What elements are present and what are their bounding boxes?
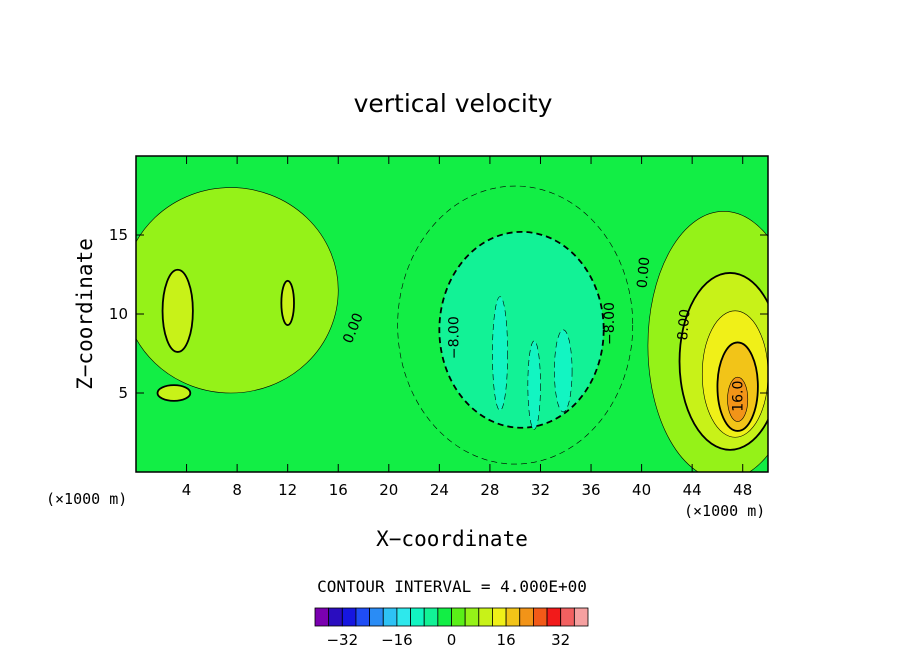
x-tick-label: 8 [232,481,242,499]
colorbar-swatch [464,607,480,627]
field-region-west-cell-b [280,279,295,326]
contour-label: 16.0 [731,381,747,412]
colorbar-tick-label: 0 [447,631,457,649]
colorbar-swatch [451,607,466,627]
colorbar-swatch [314,607,330,627]
x-axis-title: X−coordinate [376,527,528,551]
colorbar-swatch [410,607,425,627]
field-region-central-streak-a [492,296,508,411]
colorbar-swatch [478,607,493,627]
contour-label: −8.00 [446,316,462,359]
y-axis-title: Z−coordinate [73,238,97,390]
field-region-west-updraft [136,187,339,394]
colorbar-swatch [369,607,384,627]
chart-title: vertical velocity [354,89,553,118]
colorbar-tick-label: 32 [551,631,570,649]
colorbar-tick-label: 16 [497,631,516,649]
y-tick-label: 15 [109,226,128,244]
colorbar-swatch [492,607,507,627]
colorbar-swatch [328,607,343,627]
colorbar-swatch [341,607,357,627]
x-tick-label: 4 [182,481,192,499]
field-region-central-streak-b [527,340,541,430]
y-tick-label: 5 [118,384,128,402]
y-tick-label: 10 [109,305,128,323]
field-region-west-cell-a [161,268,194,353]
x-tick-label: 36 [581,481,600,499]
x-unit-label-left: (×1000 m) [46,490,127,508]
colorbar-swatch [519,607,534,627]
colorbar-swatch [505,607,521,627]
contour-interval-label: CONTOUR INTERVAL = 4.000E+00 [317,577,587,596]
colorbar-swatch [533,607,548,627]
colorbar-swatch [437,607,452,627]
colorbar-swatch [546,607,562,627]
field-region-west-cell-c [156,384,192,402]
field-region-central-downdraft-core [438,230,605,429]
x-tick-label: 28 [480,481,499,499]
colorbar-swatch [355,607,371,627]
contour-label: 8.00 [675,308,694,340]
colorbar-tick-label: −32 [326,631,358,649]
x-tick-label: 40 [632,481,651,499]
colorbar-swatch [560,607,575,627]
x-unit-label-right: (×1000 m) [684,502,765,520]
x-tick-label: 32 [531,481,550,499]
colorbar: −32 −16 0 16 32 [314,607,589,649]
contour-label: 0.00 [635,256,654,288]
colorbar-swatch [396,607,411,627]
x-tick-label: 24 [430,481,449,499]
x-tick-label: 12 [278,481,297,499]
field-region-central-streak-c [554,329,573,413]
x-tick-label: 20 [379,481,398,499]
x-tick-label: 48 [733,481,752,499]
colorbar-swatch [573,607,589,627]
field-region-east-updraft-20 [727,376,749,422]
plot-area [136,156,768,472]
colorbar-tick-label: −16 [381,631,413,649]
x-tick-label: 44 [683,481,702,499]
colorbar-swatch [423,607,439,627]
contour-label: −8.00 [602,302,618,345]
colorbar-swatch [382,607,398,627]
x-tick-label: 16 [329,481,348,499]
field-layer [136,185,768,472]
